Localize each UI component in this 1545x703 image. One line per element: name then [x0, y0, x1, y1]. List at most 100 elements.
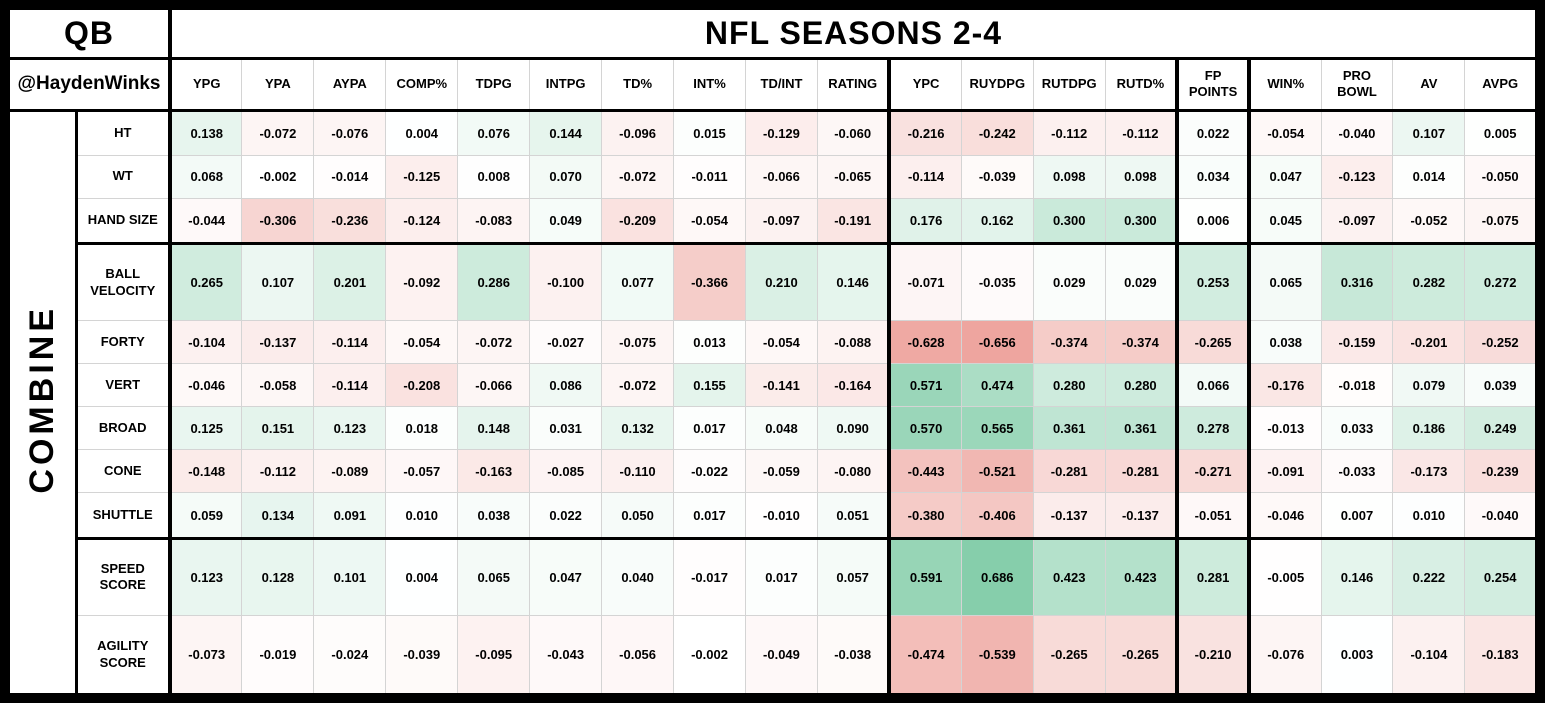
- cell: 0.047: [529, 537, 603, 617]
- cell: -0.148: [169, 449, 243, 494]
- cell: -0.163: [457, 449, 531, 494]
- cell: -0.066: [745, 154, 818, 199]
- cell: -0.271: [1176, 449, 1252, 494]
- cell: 0.286: [457, 242, 531, 322]
- cell: 0.123: [313, 406, 387, 451]
- cell: -0.056: [601, 615, 675, 696]
- cell: -0.033: [1320, 449, 1394, 494]
- cell: 0.070: [529, 154, 603, 199]
- table-row: SPEED SCORE 0.123 0.128 0.101 0.004 0.065 0.04…: [8, 537, 1538, 617]
- cell: -0.137: [241, 320, 315, 365]
- column-header-row: @HaydenWinks YPG YPA AYPA COMP% TDPG INTPG TD%…: [6, 57, 1538, 112]
- cell: -0.052: [1392, 197, 1466, 245]
- cell: -0.019: [241, 615, 315, 696]
- cell: -0.072: [241, 109, 315, 156]
- cell: -0.046: [169, 363, 243, 408]
- column-header-fp-points: FP POINTS: [1176, 57, 1252, 112]
- row-label-wt: WT: [75, 154, 172, 199]
- cell: 0.079: [1392, 363, 1466, 408]
- cell: 0.091: [313, 492, 387, 540]
- cell: 0.316: [1320, 242, 1394, 322]
- cell: 0.090: [816, 406, 892, 451]
- cell: 0.162: [960, 197, 1034, 245]
- row-label-ball-velocity: BALL VELOCITY: [75, 242, 172, 322]
- cell: -0.159: [1320, 320, 1394, 365]
- cell: -0.054: [385, 320, 459, 365]
- cell: 0.098: [1104, 154, 1180, 199]
- cell: 0.029: [1104, 242, 1180, 322]
- cell: 0.144: [529, 109, 603, 156]
- cell: -0.039: [385, 615, 459, 696]
- column-header-ypa: YPA: [241, 57, 315, 112]
- cell: -0.038: [816, 615, 892, 696]
- table-row: BALL VELOCITY 0.265 0.107 0.201 -0.092 0.286-…: [8, 242, 1538, 322]
- table-row: HAND SIZE -0.044 -0.306 -0.236 -0.124 -0.083 0…: [8, 197, 1538, 245]
- cell: -0.210: [1176, 615, 1252, 696]
- cell: -0.011: [673, 154, 746, 199]
- cell: 0.265: [169, 242, 243, 322]
- cell: 0.047: [1248, 154, 1322, 199]
- cell: -0.075: [601, 320, 675, 365]
- cell: -0.013: [1248, 406, 1322, 451]
- cell: -0.044: [169, 197, 243, 245]
- cell: 0.565: [960, 406, 1034, 451]
- cell: -0.072: [457, 320, 531, 365]
- row-label-forty: FORTY: [75, 320, 172, 365]
- cell: -0.076: [1248, 615, 1322, 696]
- cell: -0.058: [241, 363, 315, 408]
- cell: -0.040: [1320, 109, 1394, 156]
- cell: 0.077: [601, 242, 675, 322]
- cell: -0.216: [888, 109, 962, 156]
- table-row: COMBINE HT 0.138 -0.072 -0.076 0.004 0.076 0.14…: [6, 109, 1538, 697]
- column-header-comp: COMP%: [385, 57, 459, 112]
- cell: 0.300: [1104, 197, 1180, 245]
- combine-side-label: COMBINE: [6, 109, 78, 697]
- cell: 0.151: [241, 406, 315, 451]
- table-row: AGILITY SCORE -0.073 -0.019 -0.024 -0.039 -0.…: [8, 615, 1538, 696]
- row-label-agility-score: AGILITY SCORE: [75, 615, 172, 696]
- cell: -0.005: [1248, 537, 1322, 617]
- cell: -0.474: [888, 615, 962, 696]
- cell: -0.366: [673, 242, 746, 322]
- cell: -0.191: [816, 197, 892, 245]
- cell: 0.004: [385, 109, 459, 156]
- qb-combine-correlation-table: QB NFL SEASONS 2-4 @HaydenWinks YPG YPA AY…: [6, 6, 1539, 697]
- cell: -0.374: [1032, 320, 1106, 365]
- cell: -0.096: [601, 109, 675, 156]
- cell: -0.114: [313, 320, 387, 365]
- cell: -0.027: [529, 320, 603, 365]
- cell: -0.164: [816, 363, 892, 408]
- cell: 0.015: [673, 109, 746, 156]
- cell: 0.022: [1176, 109, 1252, 156]
- cell: -0.201: [1392, 320, 1466, 365]
- cell: 0.076: [457, 109, 531, 156]
- cell: -0.628: [888, 320, 962, 365]
- cell: 0.249: [1464, 406, 1538, 451]
- cell: 0.050: [601, 492, 675, 540]
- cell: 0.068: [169, 154, 243, 199]
- cell: 0.155: [673, 363, 746, 408]
- cell: 0.570: [888, 406, 962, 451]
- row-label-broad: BROAD: [75, 406, 172, 451]
- cell: 0.017: [745, 537, 818, 617]
- cell: 0.146: [816, 242, 892, 322]
- table-row: BROAD 0.125 0.151 0.123 0.018 0.148 0.031 0.132…: [8, 406, 1538, 451]
- cell: -0.183: [1464, 615, 1538, 696]
- cell: 0.065: [457, 537, 531, 617]
- cell: -0.091: [1248, 449, 1322, 494]
- cell: -0.066: [457, 363, 531, 408]
- cell: 0.591: [888, 537, 962, 617]
- cell: -0.176: [1248, 363, 1322, 408]
- cell: 0.006: [1176, 197, 1252, 245]
- cell: -0.017: [673, 537, 746, 617]
- cell: -0.209: [601, 197, 675, 245]
- cell: -0.035: [960, 242, 1034, 322]
- cell: -0.060: [816, 109, 892, 156]
- cell: 0.361: [1104, 406, 1180, 451]
- cell: 0.040: [601, 537, 675, 617]
- cell: -0.521: [960, 449, 1034, 494]
- cell: -0.125: [385, 154, 459, 199]
- cell: 0.280: [1032, 363, 1106, 408]
- column-header-win: WIN%: [1248, 57, 1322, 112]
- cell: -0.114: [313, 363, 387, 408]
